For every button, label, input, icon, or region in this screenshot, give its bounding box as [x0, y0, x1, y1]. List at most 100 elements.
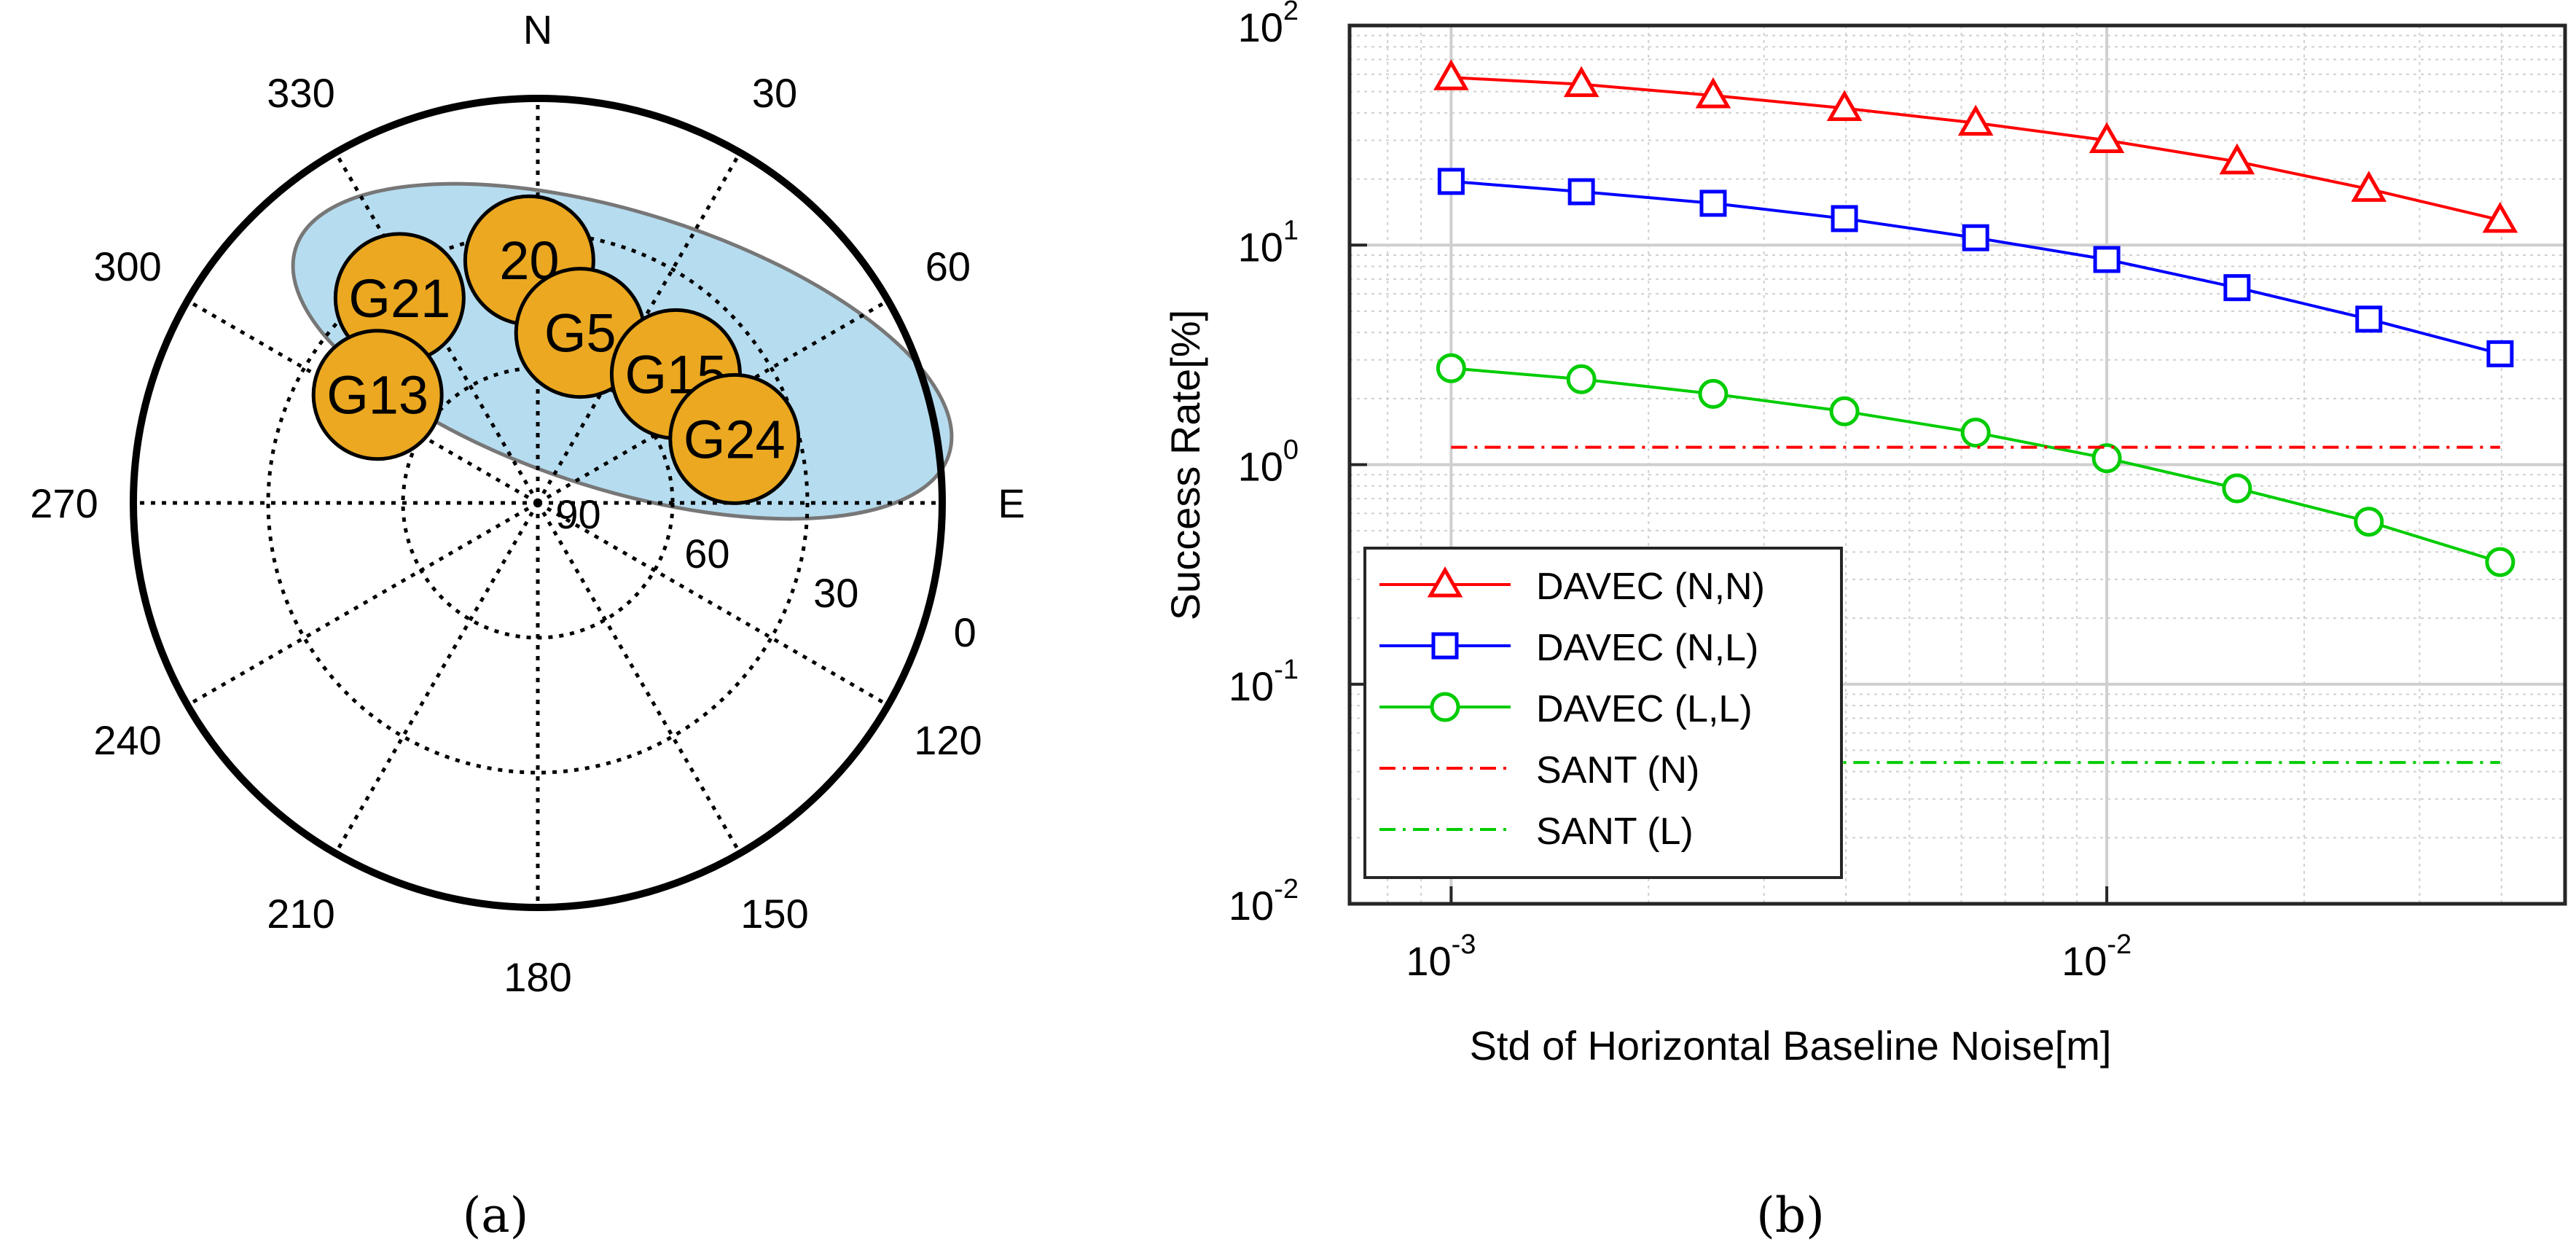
y-tick-label: 102	[1238, 0, 1299, 50]
series-davec-n-l-	[1437, 168, 2514, 367]
square-marker	[1567, 178, 1595, 206]
azimuth-tick-label: 210	[267, 891, 334, 937]
azimuth-spoke	[536, 152, 742, 504]
triangle-marker	[2482, 201, 2518, 233]
chart-series	[1433, 59, 2518, 765]
triangle-marker	[1695, 77, 1731, 109]
azimuth-spoke	[334, 501, 540, 854]
square-marker	[2486, 340, 2514, 367]
legend-entry: DAVEC (L,L)	[1379, 688, 1753, 730]
horizon-ring	[130, 95, 946, 911]
satellite-label: G24	[684, 409, 786, 469]
y-tick-exponent: -2	[1274, 874, 1299, 905]
square-marker	[1962, 224, 1989, 251]
square-marker	[2223, 274, 2251, 302]
x-axis-label: Std of Horizontal Baseline Noise[m]	[1470, 1023, 2112, 1069]
circle-marker	[1566, 364, 1597, 394]
legend-entry: SANT (L)	[1379, 811, 1694, 853]
legend-entry: DAVEC (N,N)	[1379, 566, 1765, 608]
y-tick-exponent: -1	[1274, 655, 1299, 685]
square-marker	[2355, 305, 2383, 333]
satellite-label: G21	[348, 268, 450, 329]
azimuth-tick-label: E	[998, 480, 1025, 526]
x-tick-exponent: -2	[2107, 929, 2131, 960]
azimuth-tick-label: 30	[752, 70, 797, 116]
square-marker	[1831, 205, 1858, 233]
satellite-marker	[311, 329, 444, 461]
azimuth-tick-label: 60	[925, 243, 971, 289]
triangle-marker	[1957, 104, 1994, 136]
azimuth-tick-label: 180	[504, 954, 571, 1000]
circle-marker	[2485, 547, 2516, 577]
panel-caption-a: (a)	[463, 1187, 529, 1242]
series-davec-l-l-	[1436, 353, 2516, 577]
legend-label: SANT (N)	[1536, 749, 1699, 792]
azimuth-tick-label: 150	[740, 891, 808, 937]
square-marker	[2093, 246, 2121, 273]
triangle-marker	[1427, 566, 1463, 598]
azimuth-spoke	[334, 152, 540, 504]
satellite-label: G5	[544, 303, 616, 364]
x-tick-exponent: -3	[1452, 929, 1476, 960]
triangle-marker	[2219, 143, 2255, 175]
y-tick-label: 10-1	[1229, 655, 1299, 709]
satellite-label: G13	[326, 365, 428, 426]
legend-entry: DAVEC (N,L)	[1379, 627, 1758, 669]
legend-entry: SANT (N)	[1379, 749, 1699, 792]
triangle-marker	[1433, 59, 1469, 90]
azimuth-tick-label: 120	[914, 717, 982, 763]
y-tick-exponent: 0	[1283, 435, 1299, 466]
satellite-marker	[668, 372, 801, 505]
triangle-marker	[2351, 171, 2387, 202]
azimuth-tick-label: 330	[267, 70, 334, 116]
azimuth-tick-label: 270	[30, 480, 98, 526]
legend-label: SANT (L)	[1536, 811, 1694, 853]
y-tick-label: 101	[1238, 215, 1299, 270]
azimuth-spoke	[187, 501, 539, 707]
chart-grid	[1347, 23, 2567, 906]
azimuth-tick-label: N	[523, 7, 552, 52]
panel-caption-b: (b)	[1756, 1187, 1825, 1242]
circle-marker	[1436, 353, 1466, 383]
circle-marker	[2091, 443, 2122, 474]
elevation-label: 60	[684, 531, 729, 577]
series-davec-n-n-	[1433, 59, 2518, 233]
square-marker	[1431, 632, 1459, 660]
y-tick-label: 10-2	[1229, 874, 1299, 929]
x-tick-label: 10-3	[1406, 929, 1476, 984]
legend-label: DAVEC (L,L)	[1536, 688, 1753, 730]
circle-marker	[1960, 417, 1991, 448]
square-marker	[1437, 168, 1465, 195]
chart-legend: DAVEC (N,N) DAVEC (N,L) DAVEC (L,L) SANT (N…	[1363, 547, 1843, 879]
y-axis-label: Success Rate[%]	[1162, 310, 1208, 620]
y-tick-exponent: 1	[1283, 215, 1299, 246]
x-tick-label: 10-2	[2062, 929, 2131, 984]
triangle-marker	[1826, 90, 1863, 121]
triangle-marker	[1563, 66, 1600, 98]
y-tick-exponent: 2	[1283, 0, 1299, 26]
circle-marker	[1698, 378, 1729, 409]
triangle-marker	[2088, 122, 2125, 154]
circle-marker	[2222, 473, 2252, 504]
elevation-label: 30	[813, 570, 858, 616]
y-tick-label: 100	[1238, 435, 1299, 490]
legend-label: DAVEC (N,N)	[1536, 566, 1765, 608]
azimuth-spoke	[536, 501, 889, 707]
azimuth-spoke	[187, 299, 539, 505]
elevation-label: 90	[555, 491, 600, 537]
azimuth-spoke	[536, 501, 742, 854]
circle-marker	[1430, 692, 1460, 722]
azimuth-spoke	[536, 299, 889, 505]
azimuth-tick-label: 240	[93, 717, 161, 763]
azimuth-tick-label: 300	[93, 243, 161, 289]
circle-marker	[1829, 396, 1860, 426]
elevation-label: 0	[954, 609, 976, 655]
legend-label: DAVEC (N,L)	[1536, 627, 1758, 669]
circle-marker	[2354, 507, 2384, 537]
square-marker	[1699, 190, 1727, 217]
